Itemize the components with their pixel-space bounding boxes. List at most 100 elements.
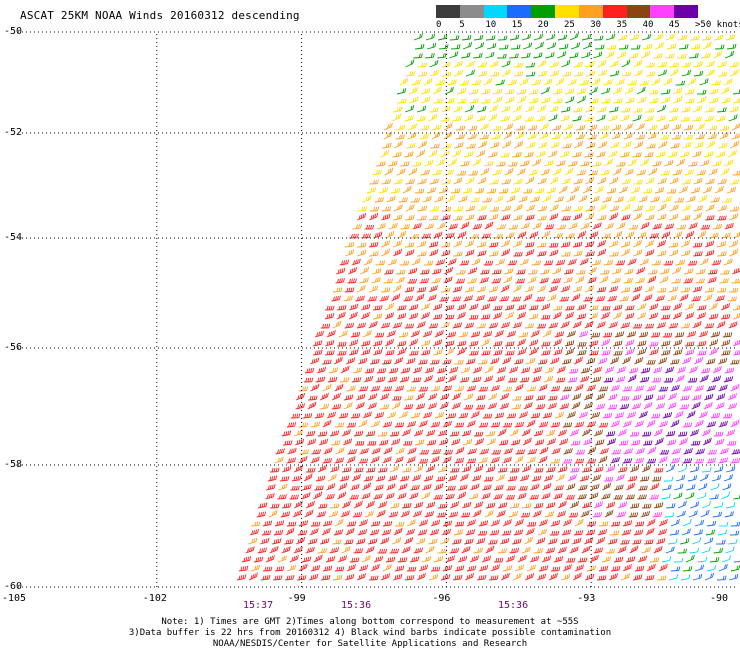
wind-barb [720, 86, 730, 95]
wind-barb [536, 395, 546, 401]
wind-barb [440, 321, 450, 329]
wind-barb [399, 475, 410, 482]
wind-barb [429, 215, 439, 221]
wind-barb [731, 122, 740, 131]
wind-barb [584, 320, 594, 329]
wind-barb [360, 266, 370, 275]
wind-barb [565, 96, 575, 104]
wind-barb [525, 527, 535, 536]
wind-barb [711, 474, 722, 482]
wind-barb [468, 170, 479, 176]
wind-barb [459, 473, 469, 482]
wind-barb [499, 44, 509, 50]
wind-barb [547, 294, 557, 302]
wind-barb [465, 69, 475, 77]
wind-barb [559, 43, 569, 50]
wind-barb [512, 284, 522, 293]
wind-barb [644, 115, 654, 122]
wind-barb [369, 212, 379, 221]
wind-barb [306, 438, 317, 446]
wind-barb [428, 150, 438, 158]
wind-barb [500, 321, 510, 329]
wind-barb [348, 311, 358, 320]
wind-barb [308, 573, 319, 581]
wind-barb [546, 187, 557, 194]
wind-barb [657, 575, 667, 581]
wind-barb [372, 267, 382, 275]
wind-barb [332, 287, 343, 293]
wind-barb [539, 122, 549, 131]
wind-barb [486, 42, 497, 50]
wind-barb [313, 554, 323, 563]
wind-barb [620, 241, 631, 248]
wind-barb [473, 465, 484, 473]
wind-barb [712, 511, 723, 518]
wind-barb [669, 177, 679, 185]
wind-barb [655, 295, 665, 302]
color-scale-label: 45 [668, 20, 680, 30]
wind-barb [593, 547, 603, 554]
wind-barb [401, 428, 411, 437]
wind-barb [598, 422, 609, 428]
wind-barb [668, 286, 679, 293]
wind-barb [585, 61, 595, 68]
wind-barb [471, 474, 482, 482]
wind-barb [351, 377, 362, 383]
wind-barb [382, 421, 393, 428]
wind-barb [550, 520, 561, 527]
wind-barb [727, 296, 737, 302]
wind-barb [367, 296, 377, 302]
wind-barb [348, 339, 359, 347]
wind-barb [382, 563, 392, 572]
wind-barb [657, 528, 667, 536]
wind-barb [565, 494, 575, 500]
wind-barb [447, 374, 457, 383]
wind-barb [292, 510, 302, 518]
wind-barb [703, 393, 714, 401]
wind-barb [355, 401, 365, 410]
wind-barb [708, 339, 719, 347]
wind-barb [346, 564, 356, 572]
wind-barb [419, 449, 429, 455]
wind-barb [601, 305, 611, 311]
wind-barb [725, 546, 735, 554]
wind-barb [636, 303, 647, 311]
wind-barb [685, 98, 695, 104]
wind-barb [453, 574, 463, 581]
wind-barb [487, 296, 497, 302]
wind-barb [717, 178, 727, 185]
wind-barb [637, 494, 647, 500]
wind-barb [321, 527, 331, 536]
wind-barb [256, 511, 267, 518]
wind-barb [493, 349, 503, 356]
wind-barb [704, 572, 714, 581]
wind-barb [641, 546, 651, 554]
wind-barb [603, 377, 614, 383]
wind-barb [307, 401, 317, 410]
wind-barb [609, 530, 620, 536]
wind-barb [427, 294, 437, 302]
wind-barb [713, 431, 724, 437]
wind-barb [729, 106, 739, 113]
wind-barb [395, 134, 405, 140]
wind-barb [637, 340, 647, 347]
wind-barb [514, 383, 524, 392]
wind-barb [652, 223, 662, 230]
wind-barb [448, 223, 458, 230]
wind-barb [649, 494, 659, 500]
wind-barb [388, 367, 399, 374]
wind-barb [418, 359, 428, 365]
wind-barb [387, 474, 398, 482]
wind-barb [430, 566, 441, 572]
wind-barb [422, 195, 432, 203]
wind-barb [451, 402, 461, 410]
wind-barb [689, 35, 700, 41]
wind-barb [708, 168, 718, 176]
wind-barb [261, 574, 271, 581]
wind-barb [493, 340, 503, 347]
wind-barb [611, 124, 622, 131]
wind-barb [704, 323, 715, 329]
wind-barb [382, 520, 393, 527]
wind-barb [602, 196, 612, 203]
wind-barb [466, 420, 476, 428]
